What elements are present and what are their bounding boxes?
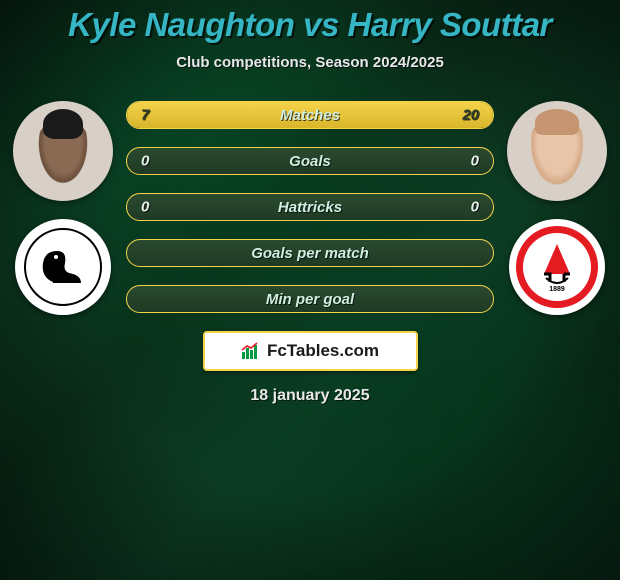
stat-row: Min per goal [126, 285, 494, 313]
club-right-crest: 1889 [509, 219, 605, 315]
stat-fill-right [222, 102, 493, 128]
stat-row: Goals per match [126, 239, 494, 267]
stat-value-left: 0 [141, 153, 149, 170]
date-text: 18 january 2025 [0, 387, 620, 405]
stat-bars: Matches 7 20 Goals 0 0 Hattricks 0 0 Goals per ma… [118, 101, 502, 313]
right-side-column: 1889 [502, 101, 612, 315]
stat-row: Goals 0 0 [126, 147, 494, 175]
player-right-name: Harry Souttar [348, 6, 552, 43]
stat-label: Min per goal [266, 291, 354, 308]
barchart-icon [241, 342, 261, 360]
stat-value-left: 0 [141, 199, 149, 216]
vs-text: vs [303, 6, 339, 43]
subtitle: Club competitions, Season 2024/2025 [0, 54, 620, 71]
left-side-column [8, 101, 118, 315]
stat-label: Goals per match [251, 245, 369, 262]
club-left-crest [15, 219, 111, 315]
source-badge: FcTables.com [203, 331, 418, 371]
stat-label: Goals [289, 153, 331, 170]
player-right-avatar [507, 101, 607, 201]
source-text: FcTables.com [267, 341, 379, 361]
stat-value-right: 0 [471, 199, 479, 216]
stat-row: Matches 7 20 [126, 101, 494, 129]
svg-text:1889: 1889 [549, 286, 565, 293]
player-left-name: Kyle Naughton [68, 6, 294, 43]
sheffield-crest-icon: 1889 [514, 224, 600, 310]
stat-value-right: 0 [471, 153, 479, 170]
stat-value-left: 7 [141, 107, 149, 124]
player-left-avatar [13, 101, 113, 201]
stat-label: Hattricks [278, 199, 342, 216]
comparison-title: Kyle Naughton vs Harry Souttar [0, 0, 620, 44]
stat-row: Hattricks 0 0 [126, 193, 494, 221]
swan-icon [23, 227, 103, 307]
stat-value-right: 20 [462, 107, 479, 124]
stat-label: Matches [280, 107, 340, 124]
